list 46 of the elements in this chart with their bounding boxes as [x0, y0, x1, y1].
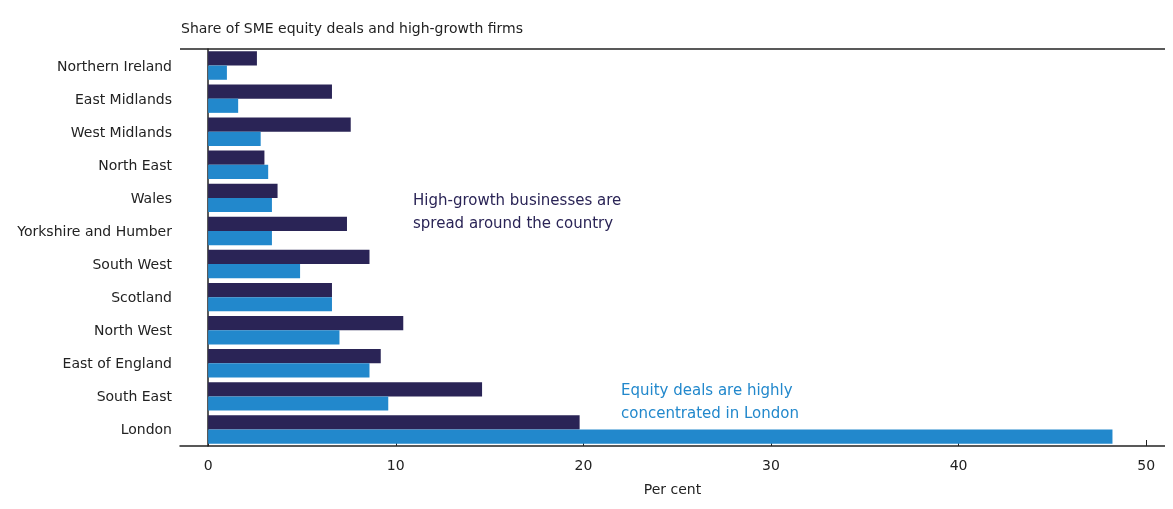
bar [208, 382, 483, 397]
bar [208, 249, 370, 265]
y-tick-label: Northern Ireland [56, 57, 172, 74]
bar [208, 297, 332, 312]
x-tick-label: 20 [574, 457, 593, 473]
bar [208, 230, 272, 246]
y-tick-label: North West [93, 322, 173, 339]
x-axis-title: Per cent [643, 481, 702, 497]
bar [208, 330, 340, 345]
x-tick-label: 10 [386, 457, 405, 473]
y-tick-label: Wales [130, 189, 172, 206]
bar [208, 51, 257, 66]
bar [208, 98, 239, 113]
y-tick-label: Yorkshire and Humber [16, 222, 173, 239]
y-tick-label: South West [92, 256, 173, 273]
bar [208, 131, 261, 146]
y-tick-label: West Midlands [70, 123, 172, 140]
y-tick-label: London [120, 421, 172, 438]
bar [208, 197, 272, 213]
y-tick-label: South East [96, 388, 173, 405]
bar [208, 216, 347, 231]
bar [208, 363, 370, 378]
y-tick-label: Scotland [111, 289, 172, 306]
x-tick-label: 0 [203, 457, 213, 473]
bar [208, 282, 332, 298]
x-tick-label: 50 [1137, 457, 1156, 473]
bar [208, 315, 404, 331]
bar [208, 183, 278, 198]
bar [208, 84, 332, 99]
annotation: Equity deals are highly concentrated in London [621, 380, 799, 422]
x-tick-label: 30 [762, 457, 780, 473]
bar [208, 349, 381, 364]
annotation: High-growth businesses are spread around the country [413, 190, 622, 232]
chart-title: Share of SME equity deals and high-growth firms [181, 20, 524, 36]
bar [208, 415, 580, 430]
bar [208, 429, 1113, 444]
y-tick-label: East of England [62, 355, 172, 372]
bar [208, 150, 265, 165]
bar [208, 117, 351, 132]
bar [208, 264, 301, 279]
x-tick-label: 40 [949, 457, 968, 473]
bar [208, 164, 269, 180]
bar [208, 65, 227, 80]
y-tick-label: North East [98, 156, 173, 173]
y-tick-label: East Midlands [74, 90, 172, 107]
bar [208, 396, 389, 411]
